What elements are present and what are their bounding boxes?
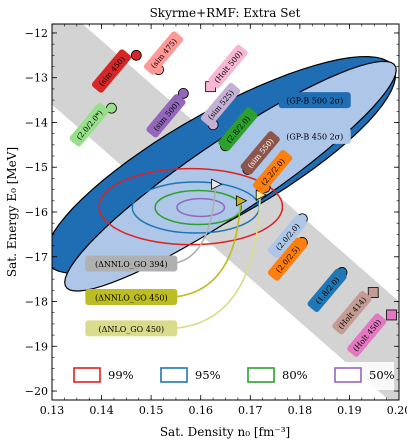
point-holt-414	[367, 287, 379, 298]
triangle-label-nlo-go-450: (ΔNLO_GO 450)	[85, 320, 178, 337]
connector-nnlo-go-450	[173, 200, 242, 298]
legend-label-99: 99%	[108, 368, 134, 382]
y-tick-label: −20	[25, 385, 48, 398]
point-label-text: (Holt 500)	[212, 49, 244, 85]
point-label-box	[307, 268, 347, 312]
point-holt-450	[386, 309, 397, 321]
triangle-label-nnlo-go-450: (ΔNNLO_GO 450)	[85, 289, 178, 306]
y-tick-label: −14	[25, 116, 48, 129]
triangle-label-box	[85, 320, 178, 337]
point-label-box	[347, 313, 387, 357]
region-label-text: (GP-B 450 2σ)	[286, 132, 343, 141]
legend-swatch-50	[334, 367, 362, 383]
x-tick-label: 0.17	[238, 404, 263, 417]
connector-nnlo-go-394	[173, 184, 217, 265]
y-tick-label: −15	[25, 161, 48, 174]
region-label-box	[278, 127, 351, 144]
y-tick-label: −18	[25, 296, 48, 309]
region-label-gp-b-500-2: (GP-B 500 2σ)	[278, 92, 351, 109]
point-label-box	[200, 82, 241, 127]
point-label-box	[69, 103, 109, 147]
legend-swatch-80	[247, 367, 275, 383]
region-label-text: (GP-B 500 2σ)	[286, 97, 343, 106]
point-label-box	[91, 49, 132, 93]
point-label-box	[240, 131, 280, 175]
triangle-label-box	[85, 289, 178, 306]
y-axis: −12 −13 −14 −15 −16 −17 −18 −19 −20	[25, 27, 399, 398]
point-label-holt-500: (Holt 500)	[208, 44, 248, 89]
connector-layer	[173, 184, 261, 330]
point-label-box	[218, 107, 258, 151]
y-axis-label: Sat. Energy E₀ [MeV]	[5, 147, 19, 277]
point-label-box	[267, 237, 308, 281]
legend-swatch-95	[160, 367, 188, 383]
ellipse-80	[154, 189, 243, 226]
legend-swatch-99	[73, 367, 101, 383]
region-label-gp-b-450-2: (GP-B 450 2σ)	[278, 127, 351, 144]
point-label-box	[143, 31, 184, 75]
point-label-box	[332, 291, 372, 335]
triangle-label-text: (ΔNNLO_GO 450)	[95, 294, 168, 303]
x-tick-label: 0.19	[337, 404, 362, 417]
x-tick-label: 0.18	[288, 404, 313, 417]
point-label-box	[267, 214, 308, 259]
y-tick-label: −12	[25, 27, 48, 40]
point-label-text: (sim 475)	[149, 37, 179, 70]
triangle-label-nnlo-go-394: (ΔNNLO_GO 394)	[85, 255, 178, 272]
legend-label-80: 80%	[282, 368, 308, 382]
y-tick-label: −13	[25, 72, 48, 85]
x-axis: 0.13 0.14 0.15 0.16 0.17 0.18 0.19 0.20	[40, 24, 407, 417]
x-axis-label: Sat. Density n₀ [fm⁻³]	[160, 425, 290, 439]
x-tick-label: 0.14	[89, 404, 114, 417]
legend: 99% 95% 80% 50%	[58, 362, 395, 390]
legend-label-95: 95%	[195, 368, 221, 382]
point-sim-450	[130, 49, 142, 61]
connector-nlo-go-450	[173, 194, 261, 330]
y-tick-label: −16	[25, 206, 48, 219]
triangle-label-box	[85, 255, 178, 272]
point-label-box	[146, 94, 186, 138]
point-sim-500	[177, 87, 189, 99]
x-tick-label: 0.15	[139, 404, 164, 417]
point-label-box	[253, 150, 293, 194]
triangle-label-text: (ΔNNLO_GO 394)	[95, 260, 168, 269]
legend-label-50: 50%	[369, 368, 395, 382]
x-tick-label: 0.16	[188, 404, 213, 417]
y-tick-label: −17	[25, 251, 48, 264]
triangle-label-text: (ΔNLO_GO 450)	[98, 325, 164, 334]
x-tick-label: 0.13	[40, 404, 65, 417]
x-tick-label: 0.20	[387, 404, 407, 417]
chart-title: Skyrme+RMF: Extra Set	[150, 6, 301, 20]
triangle-nnlo-go-394	[211, 178, 223, 190]
ellipse-50	[176, 197, 226, 218]
legend-background	[58, 362, 394, 390]
plot-area: (GP-B 500 2σ) (GP-B 450 2σ) (ΔNNLO_GO 394)…	[52, 24, 399, 400]
triangle-nnlo-go-450	[235, 195, 248, 207]
ellipse-99	[98, 167, 284, 246]
region-label-box	[278, 92, 351, 109]
y-tick-label: −19	[25, 340, 48, 353]
point-label-box	[208, 44, 248, 89]
